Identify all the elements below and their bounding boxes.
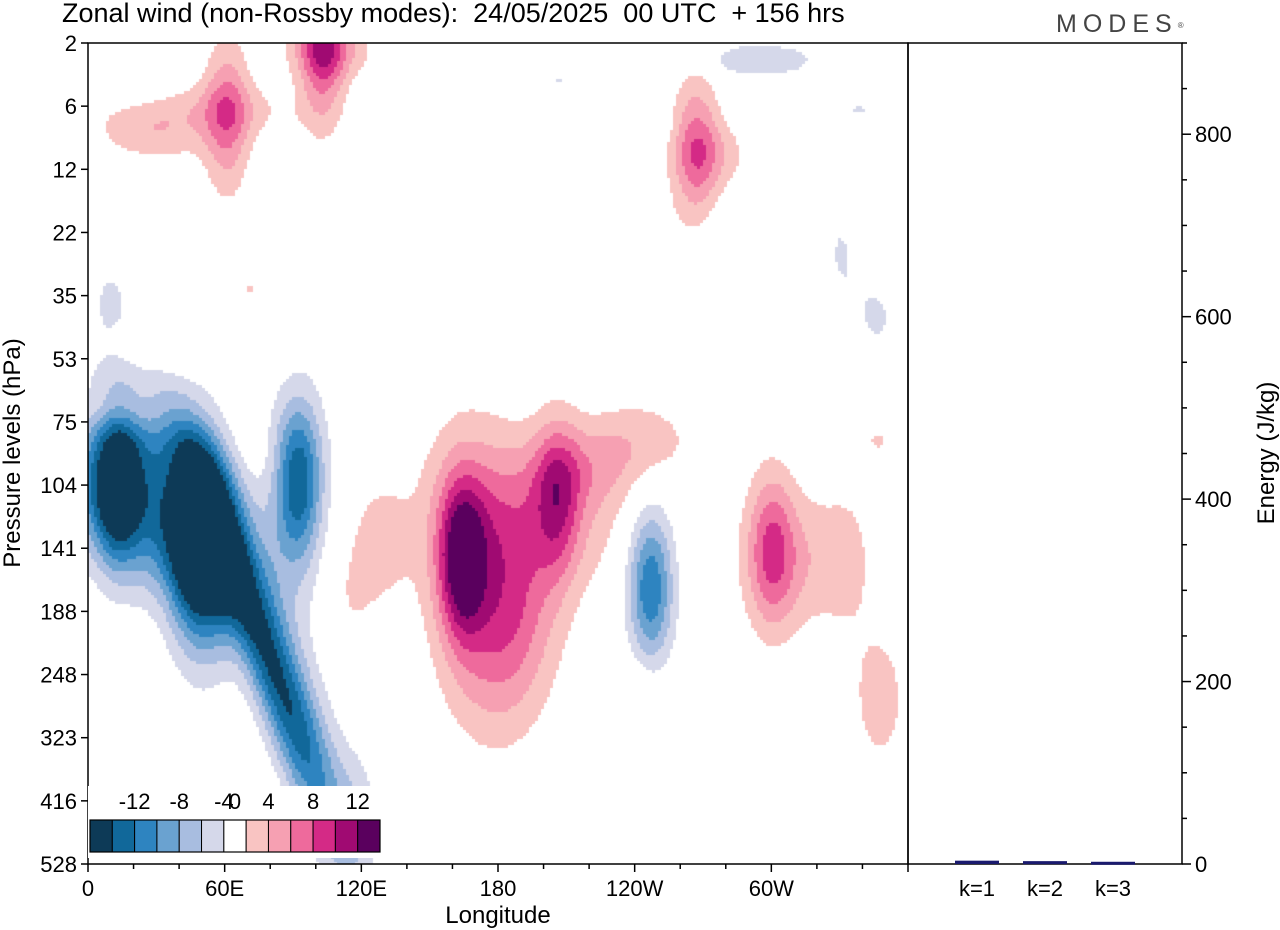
zonal-wind-field xyxy=(88,43,908,864)
y-tick-label-12: 12 xyxy=(53,157,77,182)
x-tick-label-60W: 60W xyxy=(749,876,794,901)
x-tick-label-180: 180 xyxy=(480,876,517,901)
y-tick-label-2: 2 xyxy=(65,31,77,56)
y-tick-label-188: 188 xyxy=(40,599,77,624)
colorbar-swatch xyxy=(312,819,336,853)
energy-tick-label-200: 200 xyxy=(1195,670,1232,695)
colorbar-frame xyxy=(89,819,381,853)
colorbar-swatch xyxy=(111,819,136,853)
y-tick-label-104: 104 xyxy=(40,473,77,498)
colorbar-swatch xyxy=(245,819,269,853)
colorbar-label: 0 xyxy=(229,789,241,814)
colorbar-swatch xyxy=(357,819,381,853)
y-tick-label-53: 53 xyxy=(53,347,77,372)
colorbar-label: -12 xyxy=(119,789,151,814)
y-tick-label-248: 248 xyxy=(40,663,77,688)
y-tick-label-323: 323 xyxy=(40,726,77,751)
energy-bar-k=2 xyxy=(1023,861,1067,865)
logo-text: MODES xyxy=(1056,10,1178,38)
colorbar-label: -4 xyxy=(214,789,234,814)
colorbar-label: 4 xyxy=(262,789,274,814)
modes-logo: MODES® xyxy=(1056,10,1184,38)
energy-category-label-k=1: k=1 xyxy=(959,876,995,901)
y-tick-label-528: 528 xyxy=(40,852,77,877)
colorbar-swatch xyxy=(223,819,247,853)
energy-bar-k=3 xyxy=(1091,861,1135,865)
energy-category-label-k=3: k=3 xyxy=(1095,876,1131,901)
y-tick-label-6: 6 xyxy=(65,94,77,119)
y-tick-label-141: 141 xyxy=(40,536,77,561)
colorbar-label: -8 xyxy=(169,789,189,814)
x-tick-label-120E: 120E xyxy=(336,876,387,901)
chart-title: Zonal wind (non-Rossby modes): 24/05/202… xyxy=(62,0,845,28)
energy-category-label-k=2: k=2 xyxy=(1027,876,1063,901)
colorbar-swatch xyxy=(89,819,113,853)
y-tick-label-416: 416 xyxy=(40,789,77,814)
colorbar-swatch xyxy=(201,819,225,853)
logo-registered-mark: ® xyxy=(1177,21,1184,30)
y-tick-label-75: 75 xyxy=(53,410,77,435)
x-axis-title: Longitude xyxy=(445,902,550,929)
colorbar-label: 12 xyxy=(345,789,369,814)
energy-tick-label-600: 600 xyxy=(1195,305,1232,330)
energy-tick-label-400: 400 xyxy=(1195,487,1232,512)
energy-bar-k=1 xyxy=(955,860,999,864)
y-tick-label-35: 35 xyxy=(53,284,77,309)
y-axis-title: Pressure levels (hPa) xyxy=(0,338,26,567)
energy-tick-label-0: 0 xyxy=(1195,852,1207,877)
energy-axis-title: Energy (J/kg) xyxy=(1253,382,1280,525)
energy-panel-frame xyxy=(907,42,1183,865)
x-tick-label-0: 0 xyxy=(82,876,94,901)
colorbar-swatch xyxy=(334,819,359,853)
y-tick-label-22: 22 xyxy=(53,220,77,245)
colorbar-swatch xyxy=(156,819,180,853)
colorbar-label: 8 xyxy=(307,789,319,814)
x-tick-label-120W: 120W xyxy=(606,876,664,901)
colorbar-swatch xyxy=(267,819,292,853)
x-tick-label-60E: 60E xyxy=(205,876,244,901)
colorbar-swatch xyxy=(134,819,158,853)
energy-tick-label-800: 800 xyxy=(1195,122,1232,147)
colorbar-swatch xyxy=(178,819,203,853)
colorbar-swatch xyxy=(290,819,314,853)
